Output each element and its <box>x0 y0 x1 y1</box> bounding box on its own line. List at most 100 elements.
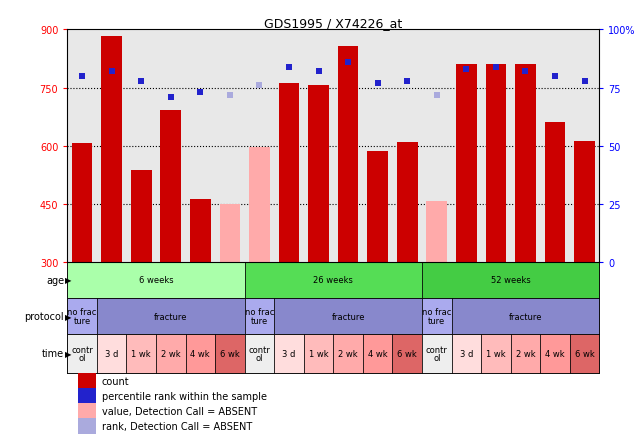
Bar <box>78 388 96 404</box>
Bar <box>570 334 599 373</box>
Point <box>225 92 235 99</box>
Bar <box>78 418 96 434</box>
Text: percentile rank within the sample: percentile rank within the sample <box>102 391 267 401</box>
Bar <box>456 65 477 262</box>
Bar <box>185 334 215 373</box>
Bar <box>367 151 388 262</box>
Text: 26 weeks: 26 weeks <box>313 276 353 285</box>
Text: 6 wk: 6 wk <box>397 349 417 358</box>
Bar <box>245 334 274 373</box>
Bar <box>245 298 274 334</box>
Bar <box>67 262 245 298</box>
Bar <box>422 298 451 334</box>
Text: 4 wk: 4 wk <box>545 349 565 358</box>
Text: contr
ol: contr ol <box>426 345 447 362</box>
Point <box>550 73 560 80</box>
Point <box>343 59 353 66</box>
Bar <box>274 298 422 334</box>
Text: 52 weeks: 52 weeks <box>491 276 531 285</box>
Bar <box>78 374 96 389</box>
Point <box>313 69 324 76</box>
Point <box>106 69 117 76</box>
Bar <box>426 201 447 262</box>
Title: GDS1995 / X74226_at: GDS1995 / X74226_at <box>264 17 403 30</box>
Point <box>579 78 590 85</box>
Text: ▶: ▶ <box>65 349 71 358</box>
Bar <box>545 123 565 262</box>
Text: 2 wk: 2 wk <box>161 349 181 358</box>
Text: 6 weeks: 6 weeks <box>138 276 173 285</box>
Text: fracture: fracture <box>331 312 365 321</box>
Point <box>254 82 265 89</box>
Point <box>431 92 442 99</box>
Bar <box>67 298 97 334</box>
Text: no frac
ture: no frac ture <box>245 308 274 325</box>
Bar <box>422 262 599 298</box>
Bar <box>397 143 417 262</box>
Text: rank, Detection Call = ABSENT: rank, Detection Call = ABSENT <box>102 421 252 431</box>
Bar <box>485 65 506 262</box>
Text: ▶: ▶ <box>65 312 71 321</box>
Bar <box>131 171 151 262</box>
Bar <box>451 298 599 334</box>
Point <box>136 78 146 85</box>
Text: 1 wk: 1 wk <box>486 349 506 358</box>
Bar <box>190 200 211 262</box>
Bar <box>363 334 392 373</box>
Bar <box>574 141 595 262</box>
Text: 4 wk: 4 wk <box>368 349 387 358</box>
Text: 6 wk: 6 wk <box>220 349 240 358</box>
Point <box>195 89 205 96</box>
Point <box>372 80 383 87</box>
Point <box>284 64 294 71</box>
Bar <box>481 334 511 373</box>
Text: fracture: fracture <box>154 312 188 321</box>
Text: no frac
ture: no frac ture <box>422 308 451 325</box>
Bar <box>97 334 126 373</box>
Bar <box>97 298 245 334</box>
Bar <box>156 334 185 373</box>
Text: 1 wk: 1 wk <box>131 349 151 358</box>
Bar <box>249 148 270 262</box>
Text: 4 wk: 4 wk <box>190 349 210 358</box>
Bar <box>308 85 329 262</box>
Text: time: time <box>42 349 64 358</box>
Bar <box>333 334 363 373</box>
Bar <box>304 334 333 373</box>
Point <box>491 64 501 71</box>
Bar <box>515 65 536 262</box>
Text: count: count <box>102 377 129 387</box>
Point <box>402 78 412 85</box>
Text: no frac
ture: no frac ture <box>67 308 97 325</box>
Bar <box>274 334 304 373</box>
Bar <box>72 143 92 262</box>
Text: value, Detection Call = ABSENT: value, Detection Call = ABSENT <box>102 406 257 416</box>
Point <box>462 66 472 73</box>
Text: 3 d: 3 d <box>282 349 296 358</box>
Point <box>77 73 87 80</box>
Bar <box>219 204 240 262</box>
Text: contr
ol: contr ol <box>249 345 271 362</box>
Bar <box>511 334 540 373</box>
Text: 3 d: 3 d <box>105 349 119 358</box>
Bar <box>78 403 96 419</box>
Point <box>165 94 176 101</box>
Bar <box>392 334 422 373</box>
Bar <box>338 47 358 262</box>
Text: 2 wk: 2 wk <box>338 349 358 358</box>
Text: contr
ol: contr ol <box>71 345 93 362</box>
Text: 6 wk: 6 wk <box>575 349 594 358</box>
Bar <box>67 334 97 373</box>
Bar <box>451 334 481 373</box>
Point <box>520 69 531 76</box>
Bar <box>279 84 299 262</box>
Bar <box>160 110 181 262</box>
Text: fracture: fracture <box>509 312 542 321</box>
Text: protocol: protocol <box>24 311 64 321</box>
Text: age: age <box>46 275 64 285</box>
Bar <box>126 334 156 373</box>
Text: 3 d: 3 d <box>460 349 473 358</box>
Bar <box>215 334 245 373</box>
Text: ▶: ▶ <box>65 276 71 285</box>
Bar <box>245 262 422 298</box>
